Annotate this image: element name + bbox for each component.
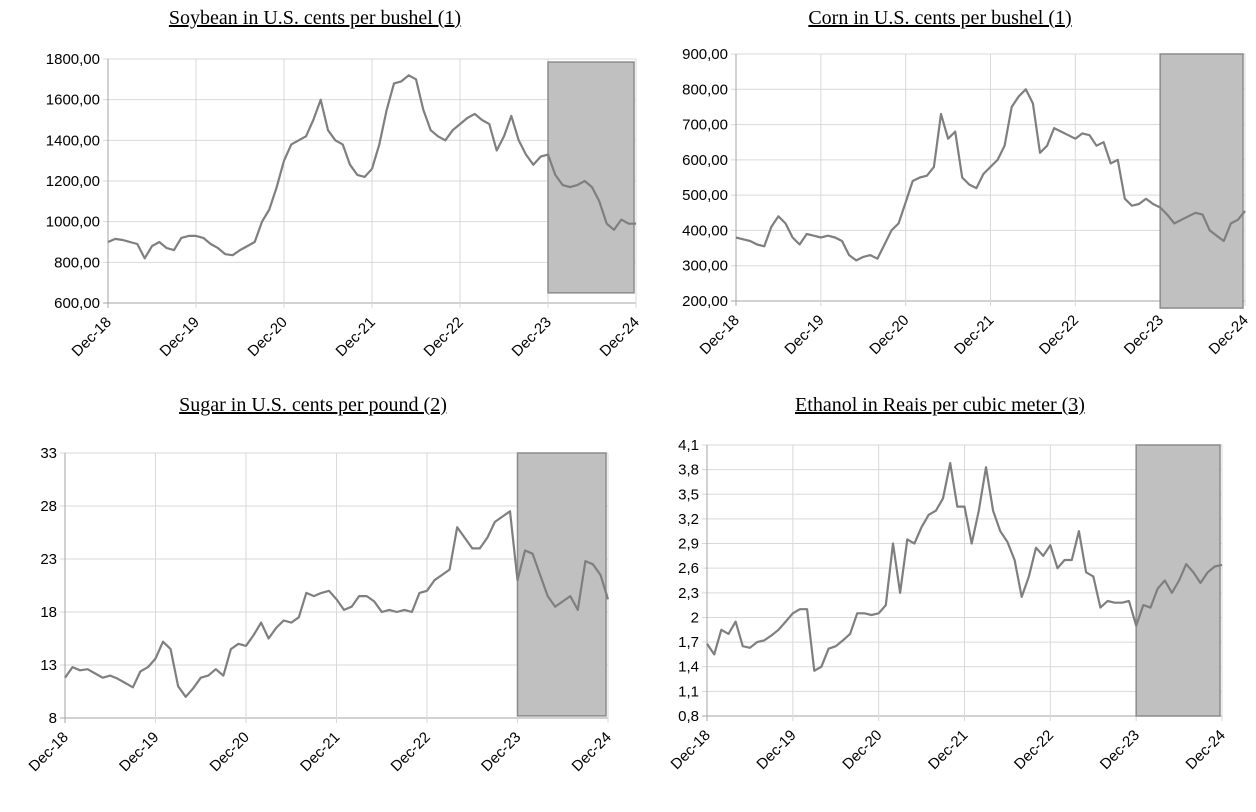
y-tick-label: 600,00 (682, 152, 728, 169)
y-tick-label: 3,8 (678, 462, 699, 479)
y-tick-label: 3,5 (678, 486, 699, 503)
y-tick-label: 800,00 (54, 254, 100, 271)
y-tick-label: 2 (691, 609, 699, 626)
y-tick-label: 1,7 (678, 634, 699, 651)
x-tick-label: Dec-18 (668, 727, 714, 773)
y-tick-label: 1000,00 (46, 214, 100, 231)
forecast-highlight-region (1159, 53, 1244, 309)
x-tick-label: Dec-22 (421, 314, 467, 360)
y-tick-label: 200,00 (682, 293, 728, 310)
x-tick-label: Dec-24 (597, 314, 643, 360)
forecast-highlight-region (547, 61, 635, 294)
x-tick-label: Dec-18 (697, 312, 743, 358)
y-tick-label: 1200,00 (46, 173, 100, 190)
y-tick-label: 8 (49, 710, 57, 727)
x-tick-label: Dec-23 (1121, 312, 1167, 358)
y-tick-label: 400,00 (682, 222, 728, 239)
y-tick-label: 4,1 (678, 437, 699, 454)
y-tick-label: 2,3 (678, 585, 699, 602)
ethanol-chart: 0,8 1,1 1,4 1,7 2 2,3 2,6 2,9 3,2 3,5 3,8 4,1 Dec-18… (668, 437, 1229, 773)
x-tick-label: Dec-18 (69, 314, 115, 360)
y-tick-label: 3,2 (678, 511, 699, 528)
y-tick-label: 2,9 (678, 536, 699, 553)
x-tick-label: Dec-20 (245, 314, 291, 360)
x-tick-label: Dec-21 (951, 312, 997, 358)
x-tick-label: Dec-23 (478, 729, 524, 775)
corn-chart-title: Corn in U.S. cents per bushel (1) (808, 7, 1071, 29)
sugar-chart-title: Sugar in U.S. cents per pound (2) (179, 394, 447, 416)
x-tick-label: Dec-22 (388, 729, 434, 775)
y-tick-label: 18 (40, 604, 57, 621)
x-tick-label: Dec-21 (925, 727, 971, 773)
x-tick-label: Dec-19 (157, 314, 203, 360)
y-tick-label: 13 (40, 657, 57, 674)
x-tick-label: Dec-20 (207, 729, 253, 775)
x-tick-label: Dec-24 (569, 729, 615, 775)
y-tick-label: 500,00 (682, 187, 728, 204)
soybean-price-line (107, 74, 636, 260)
sugar-chart: 8 13 18 23 28 33 Dec-18 Dec-19 Dec-20 Dec-21 Dec-2… (26, 445, 615, 775)
forecast-highlight-region (516, 452, 607, 717)
y-tick-label: 0,8 (678, 708, 699, 725)
x-tick-label: Dec-19 (781, 312, 827, 358)
y-tick-label: 700,00 (682, 117, 728, 134)
y-tick-label: 23 (40, 551, 57, 568)
x-tick-label: Dec-24 (1206, 312, 1252, 358)
ethanol-price-line (706, 462, 1223, 672)
x-tick-label: Dec-19 (116, 729, 162, 775)
x-tick-label: Dec-18 (26, 729, 72, 775)
x-tick-label: Dec-22 (1036, 312, 1082, 358)
x-tick-label: Dec-24 (1183, 727, 1229, 773)
sugar-price-line (64, 510, 610, 698)
y-tick-label: 33 (40, 445, 57, 462)
y-tick-label: 900,00 (682, 46, 728, 63)
x-tick-label: Dec-23 (1097, 727, 1143, 773)
y-tick-label: 600,00 (54, 295, 100, 312)
y-tick-label: 1800,00 (46, 51, 100, 68)
y-tick-label: 300,00 (682, 258, 728, 275)
x-tick-label: Dec-20 (866, 312, 912, 358)
x-tick-label: Dec-21 (333, 314, 379, 360)
x-tick-label: Dec-20 (839, 727, 885, 773)
soybean-chart-title: Soybean in U.S. cents per bushel (1) (169, 7, 461, 29)
x-tick-label: Dec-23 (509, 314, 555, 360)
y-tick-label: 1400,00 (46, 132, 100, 149)
y-tick-label: 1,4 (678, 659, 699, 676)
soybean-chart: 600,00 800,00 1000,00 1200,00 1400,00 1600,00… (46, 51, 643, 360)
y-tick-label: 800,00 (682, 81, 728, 98)
x-tick-label: Dec-19 (753, 727, 799, 773)
y-tick-label: 1,1 (678, 683, 699, 700)
y-tick-label: 28 (40, 498, 57, 515)
ethanol-chart-title: Ethanol in Reais per cubic meter (3) (795, 394, 1085, 416)
corn-chart: 200,00 300,00 400,00 500,00 600,00 700,00 800,… (682, 46, 1252, 358)
y-tick-label: 2,6 (678, 560, 699, 577)
x-tick-label: Dec-22 (1011, 727, 1057, 773)
x-tick-label: Dec-21 (297, 729, 343, 775)
y-tick-label: 1600,00 (46, 92, 100, 109)
corn-price-line (735, 88, 1246, 262)
